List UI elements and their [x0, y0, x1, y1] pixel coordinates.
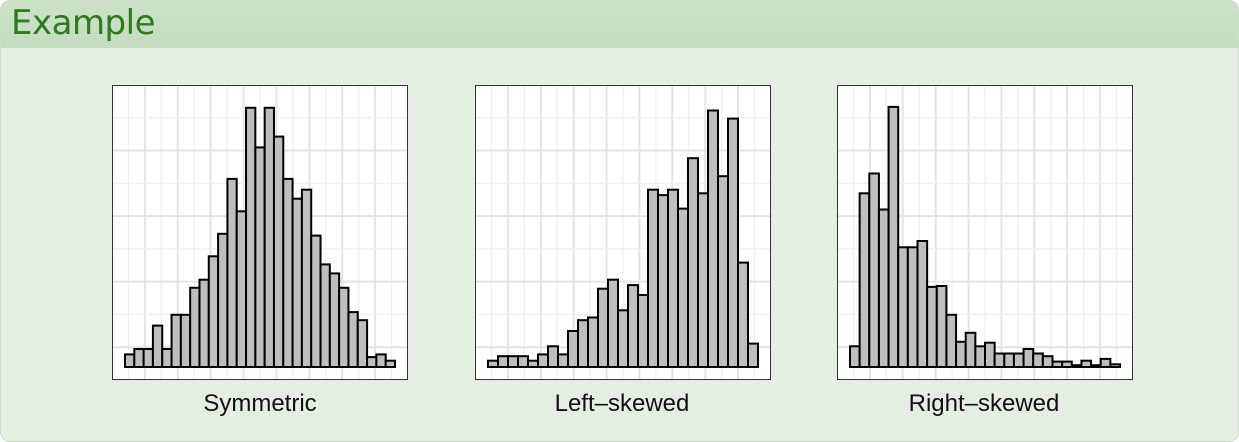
histogram-bar [291, 197, 303, 368]
histogram-bar [868, 172, 880, 368]
histogram-bar [319, 263, 331, 368]
block-header: Example [1, 1, 1238, 48]
histogram-bar [587, 316, 599, 368]
histogram-bar [497, 355, 509, 369]
histogram-bar [567, 330, 579, 368]
histogram-bar [984, 341, 996, 369]
histogram-left-skewed [475, 85, 771, 380]
histogram-bar [310, 234, 322, 368]
histogram-bar [955, 340, 967, 368]
histogram-bar [527, 359, 539, 369]
histogram-bar [935, 285, 948, 368]
histogram-bar [356, 319, 369, 368]
histogram-bar [727, 117, 739, 368]
histogram-bar [1070, 364, 1083, 369]
histogram-bar [964, 331, 977, 369]
histogram-bar [1080, 359, 1093, 369]
histogram-bar [657, 194, 669, 368]
histogram-bar [557, 353, 569, 368]
histogram-bar [627, 284, 639, 369]
plot-border [112, 85, 408, 380]
histogram-bar [124, 353, 136, 368]
plot-border [475, 85, 771, 380]
histogram-bar [207, 255, 220, 368]
histogram-bar [1109, 363, 1121, 368]
histogram-bar [637, 294, 649, 368]
histogram-bar [897, 246, 909, 368]
histogram-panel-left-skewed [475, 85, 771, 380]
histogram-bar [300, 188, 313, 368]
histogram-bar [142, 348, 154, 368]
histogram-bar [282, 177, 294, 369]
histogram-bar [537, 353, 549, 368]
histogram-bar [272, 135, 285, 368]
histogram-right-skewed [837, 85, 1133, 380]
histogram-bar [877, 208, 890, 368]
histogram-bar [926, 285, 938, 368]
histogram-bar [617, 309, 629, 369]
histogram-bar [677, 207, 689, 368]
histogram-bar [858, 192, 871, 368]
histogram-bar [198, 278, 210, 368]
histogram-bar [338, 286, 350, 368]
histogram-bar [1041, 355, 1054, 369]
histogram-bar [974, 345, 987, 368]
histogram-bar [1090, 364, 1102, 369]
histogram-bar [607, 278, 619, 368]
histogram-bar [906, 246, 919, 368]
histogram-bar [1022, 348, 1035, 368]
histogram-bar [1032, 352, 1044, 368]
histogram-bar [328, 272, 341, 368]
plot-border [837, 85, 1133, 380]
histogram-bar [217, 232, 229, 368]
histogram-bar [849, 345, 861, 368]
caption-left-skewed: Left–skewed [554, 390, 690, 417]
histogram-bar [384, 359, 397, 369]
histogram-bar [747, 342, 759, 369]
histogram-bar [517, 355, 529, 369]
histogram-bar [263, 106, 275, 369]
caption-symmetric: Symmetric [203, 390, 317, 417]
histogram-bar [245, 106, 257, 369]
histogram-bar [226, 177, 238, 369]
histogram-bar [1099, 357, 1112, 368]
histogram-bar [1012, 352, 1025, 368]
histogram-symmetric [112, 85, 408, 380]
histogram-bar [717, 175, 729, 368]
histogram-bar [916, 240, 929, 368]
histogram-bar [1061, 360, 1073, 369]
histogram-bar [189, 286, 201, 368]
histogram-bar [887, 105, 900, 369]
histogram-panel-symmetric [112, 85, 408, 380]
histogram-bar [366, 356, 378, 369]
histogram-bar [577, 319, 589, 368]
histogram-bar [647, 188, 659, 368]
histogram-bar [179, 313, 192, 369]
histogram-bar [170, 313, 182, 369]
histogram-bar [347, 311, 359, 369]
caption-right-skewed: Right–skewed [908, 390, 1060, 417]
histogram-bar [993, 352, 1006, 368]
histogram-bar [737, 261, 749, 369]
histogram-bar [707, 109, 719, 368]
histogram-bar [945, 313, 958, 369]
histogram-panel-right-skewed [837, 85, 1133, 380]
histogram-bar [235, 210, 248, 368]
histogram-bar [507, 355, 519, 369]
histogram-bar [151, 324, 164, 369]
histogram-bar [1003, 352, 1015, 368]
histogram-bar [133, 348, 145, 368]
histogram-bar [375, 353, 387, 368]
block-title: Example [11, 3, 156, 43]
histogram-bar [697, 192, 709, 368]
histogram-bar [161, 348, 173, 368]
histogram-bar [597, 287, 609, 368]
histogram-bar [687, 157, 699, 368]
histogram-bar [1051, 360, 1064, 369]
histogram-bar [254, 146, 266, 369]
histogram-bar [487, 359, 499, 369]
histogram-bar [547, 345, 559, 368]
histogram-bar [667, 188, 679, 368]
